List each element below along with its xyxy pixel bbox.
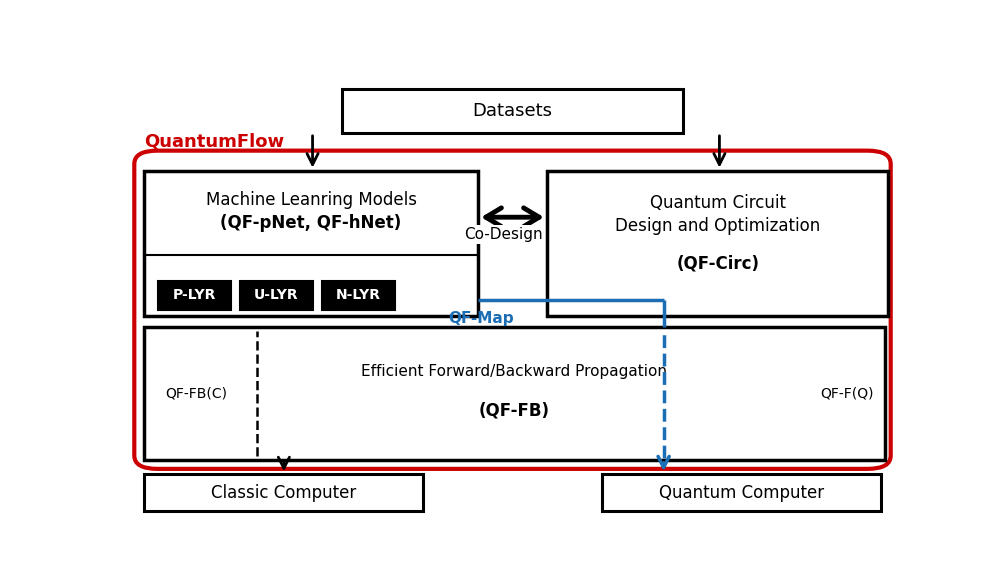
Text: (QF-FB): (QF-FB) [479, 402, 550, 420]
Text: QF-F(Q): QF-F(Q) [821, 387, 874, 401]
FancyBboxPatch shape [144, 474, 423, 511]
Text: U-LYR: U-LYR [254, 288, 299, 302]
FancyBboxPatch shape [144, 327, 885, 460]
Text: (QF-Circ): (QF-Circ) [676, 255, 759, 273]
FancyBboxPatch shape [134, 150, 891, 469]
Text: Datasets: Datasets [473, 102, 552, 120]
Text: N-LYR: N-LYR [336, 288, 381, 302]
Text: QF-Map: QF-Map [449, 311, 514, 326]
FancyBboxPatch shape [602, 474, 881, 511]
FancyBboxPatch shape [240, 281, 313, 310]
Text: Quantum Computer: Quantum Computer [659, 483, 824, 502]
FancyBboxPatch shape [322, 281, 395, 310]
Text: Classic Computer: Classic Computer [211, 483, 356, 502]
Text: QF-FB(C): QF-FB(C) [165, 387, 227, 401]
FancyBboxPatch shape [547, 170, 888, 316]
Text: Machine Leanring Models: Machine Leanring Models [206, 191, 416, 209]
Text: (QF-pNet, QF-hNet): (QF-pNet, QF-hNet) [220, 214, 402, 232]
FancyBboxPatch shape [158, 281, 231, 310]
FancyBboxPatch shape [144, 170, 478, 316]
Text: Quantum Circuit: Quantum Circuit [650, 193, 786, 212]
Text: Efficient Forward/Backward Propagation: Efficient Forward/Backward Propagation [361, 364, 667, 379]
Text: P-LYR: P-LYR [173, 288, 216, 302]
Text: QuantumFlow: QuantumFlow [144, 133, 285, 150]
Text: Co-Design: Co-Design [464, 227, 543, 242]
Text: Design and Optimization: Design and Optimization [615, 217, 820, 235]
FancyBboxPatch shape [342, 89, 683, 133]
